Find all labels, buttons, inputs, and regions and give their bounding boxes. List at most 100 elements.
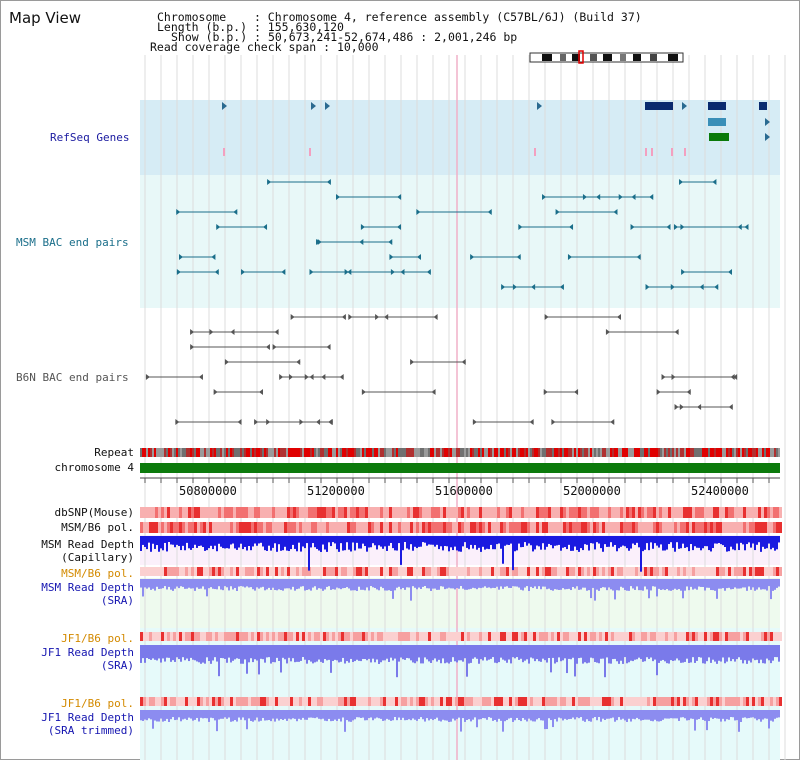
msm-capillary-depth-bar [670, 536, 672, 543]
msm-capillary-depth-bar [622, 536, 624, 546]
jf1-sra-depth-bar [778, 645, 780, 662]
dbsnp-cell [308, 507, 311, 518]
jf1-b6-pol-cell [230, 632, 233, 641]
msm-sra-depth-bar [420, 579, 422, 589]
msm-b6-pol-cell [398, 522, 401, 533]
dbsnp-cell [689, 507, 692, 518]
repeat-segment [716, 448, 718, 457]
msm-b6-pol-2-cell [182, 567, 185, 576]
jf1-b6-pol-cell [251, 632, 254, 641]
msm-b6-pol-cell [656, 522, 659, 533]
msm-b6-pol-cell [290, 522, 293, 533]
jf1-trimmed-depth-bar [288, 710, 290, 719]
msm-capillary-depth-bar [740, 536, 742, 543]
jf1-b6-pol-2-cell [236, 697, 239, 706]
jf1-b6-pol-2-cell [497, 697, 500, 706]
jf1-sra-depth-bar [380, 645, 382, 663]
msm-sra-depth-bar [460, 579, 462, 587]
jf1-sra-depth-bar [326, 645, 328, 661]
msm-bac-pair-end [699, 284, 704, 290]
repeat-segment [670, 448, 672, 457]
jf1-sra-depth-bar [712, 645, 714, 660]
msm-sra-depth-bar [356, 579, 358, 591]
jf1-sra-depth-bar [148, 645, 150, 660]
msm-sra-depth-bar [332, 579, 334, 590]
jf1-trimmed-depth-bar [246, 710, 248, 730]
msm-b6-pol-2-cell [287, 567, 290, 576]
msm-capillary-depth-bar [760, 536, 762, 552]
msm-capillary-depth-bar [286, 536, 288, 551]
msm-b6-pol-2-cell [626, 567, 629, 576]
dbsnp-cell [773, 507, 776, 518]
jf1-b6-pol-cell [185, 632, 188, 641]
msm-capillary-depth-bar [360, 536, 362, 549]
jf1-sra-depth-bar [238, 645, 240, 659]
msm-b6-pol-2-cell [596, 567, 599, 576]
msm-capillary-depth-bar [686, 536, 688, 548]
jf1-b6-pol-2-cell [233, 697, 236, 706]
repeat-segment [308, 448, 310, 457]
jf1-sra-depth-bar [486, 645, 488, 661]
dbsnp-cell [623, 507, 626, 518]
msm-b6-pol-2-cell [530, 567, 533, 576]
jf1-trimmed-depth-bar [658, 710, 660, 722]
msm-capillary-depth-bar [430, 536, 432, 545]
repeat-segment [690, 448, 692, 457]
msm-capillary-depth-bar [706, 536, 708, 547]
repeat-segment [582, 448, 584, 457]
msm-sra-depth-bar [232, 579, 234, 590]
msm-b6-pol-2-cell [362, 567, 365, 576]
repeat-segment [436, 448, 438, 457]
repeat-segment [470, 448, 472, 457]
msm-b6-pol-cell [401, 522, 404, 533]
msm-capillary-depth-bar [654, 536, 656, 544]
jf1-trimmed-depth-bar [766, 710, 768, 719]
dbsnp-cell [257, 507, 260, 518]
jf1-sra-depth-bar [208, 645, 210, 662]
repeat-segment [476, 448, 478, 457]
msm-capillary-depth-bar [204, 536, 206, 551]
msm-capillary-depth-bar [266, 536, 268, 551]
jf1-trimmed-depth-bar [258, 710, 260, 722]
msm-b6-pol-2-cell [623, 567, 626, 576]
repeat-segment [410, 448, 412, 457]
ideogram-band [668, 54, 678, 61]
msm-b6-pol-2-cell [386, 567, 389, 576]
msm-bac-pair-end [309, 269, 314, 275]
jf1-trimmed-depth-bar [476, 710, 478, 728]
jf1-sra-depth-bar [704, 645, 706, 664]
jf1-b6-pol-cell [413, 632, 416, 641]
msm-sra-depth-bar [556, 579, 558, 590]
msm-b6-pol-2-cell [338, 567, 341, 576]
repeat-segment [428, 448, 430, 457]
msm-b6-pol-2-cell [275, 567, 278, 576]
jf1-b6-pol-cell [299, 632, 302, 641]
jf1-trimmed-depth-bar [160, 710, 162, 719]
gene-feature [534, 148, 536, 156]
msm-sra-depth-bar [416, 579, 418, 590]
repeat-segment [168, 448, 170, 457]
chromosome-track-label: chromosome 4 [54, 461, 134, 474]
jf1-trimmed-depth-bar [648, 710, 650, 720]
msm-bac-pair-end [347, 269, 352, 275]
b6n-bac-pair-end [610, 419, 615, 425]
repeat-segment [734, 448, 736, 457]
jf1-trimmed-depth-bar [486, 710, 488, 720]
jf1-trimmed-depth-bar [672, 710, 674, 719]
repeat-segment [724, 448, 726, 457]
msm-sra-depth-bar [142, 579, 144, 597]
msm-capillary-depth-bar [750, 536, 752, 548]
b6n-bac-pair-end [296, 359, 301, 365]
msm-sra-depth-bar [582, 579, 584, 588]
msm-sra-depth-bar [472, 579, 474, 588]
dbsnp-cell [401, 507, 404, 518]
jf1-sra-depth-bar [168, 645, 170, 658]
jf1-trimmed-depth-bar [320, 710, 322, 720]
jf1-depth-sra-label: JF1 Read Depth [41, 646, 134, 659]
msm-b6-pol-2-cell [767, 567, 770, 576]
msm-sra-depth-bar [612, 579, 614, 591]
msm-capillary-depth-bar [218, 536, 220, 544]
msm-b6-pol-cell [503, 522, 506, 533]
jf1-trimmed-depth-bar [746, 710, 748, 719]
